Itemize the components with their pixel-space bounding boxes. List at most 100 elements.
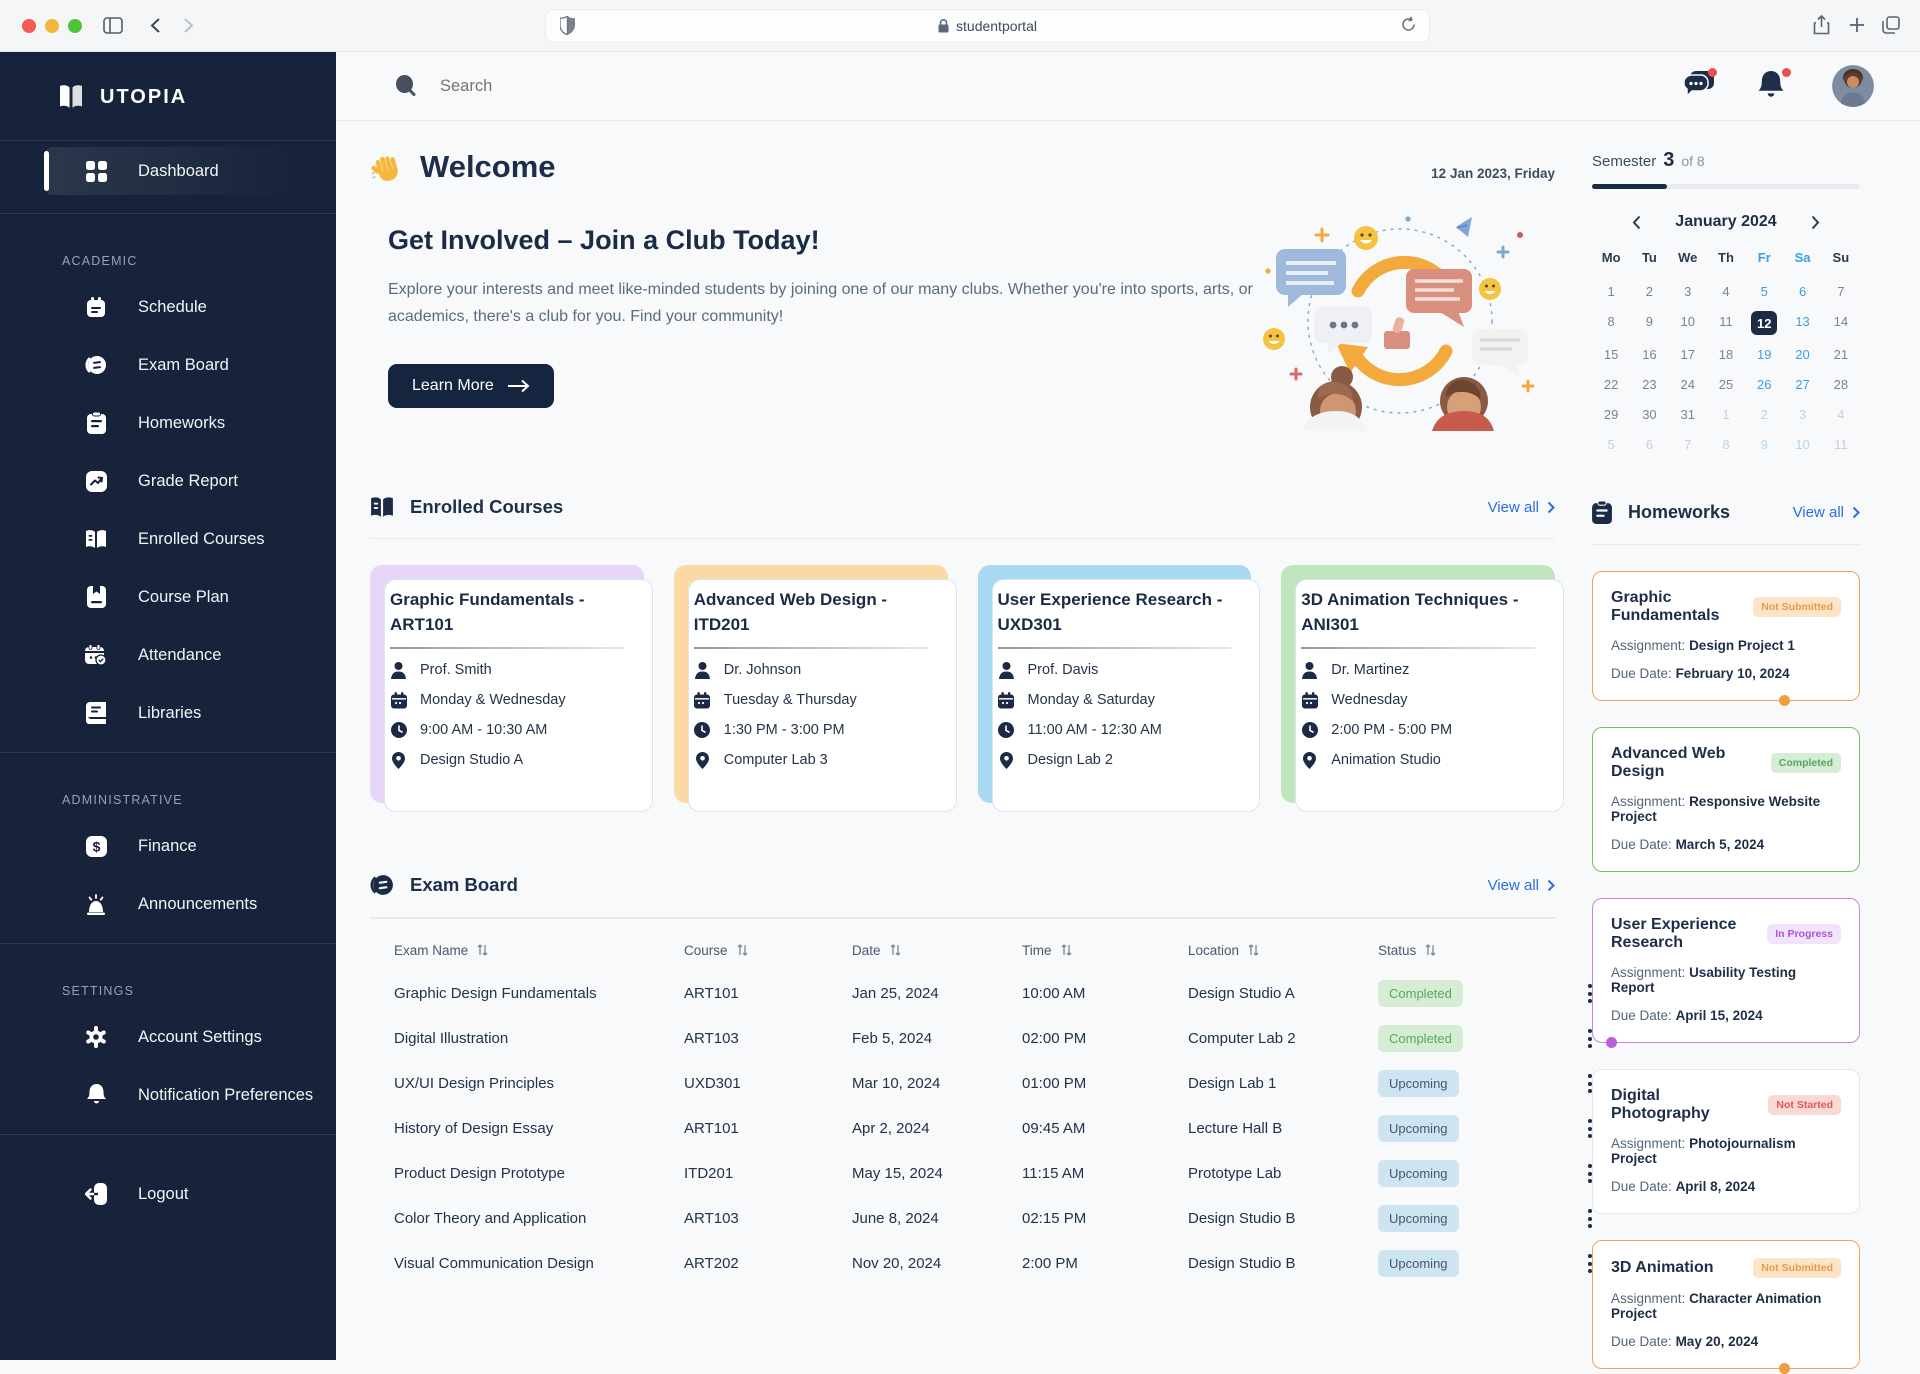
- calendar-day[interactable]: 5: [1760, 284, 1768, 299]
- calendar-day[interactable]: 14: [1833, 314, 1849, 329]
- calendar-day[interactable]: 7: [1837, 284, 1845, 299]
- calendar-day[interactable]: 7: [1684, 437, 1692, 452]
- calendar-day[interactable]: 13: [1795, 314, 1810, 329]
- row-menu-icon[interactable]: [1580, 984, 1600, 1003]
- sort-course[interactable]: Course: [684, 943, 852, 958]
- sidebar-item-announcements[interactable]: Announcements: [0, 875, 336, 933]
- calendar-day[interactable]: 6: [1798, 284, 1807, 299]
- calendar-day[interactable]: 9: [1760, 437, 1768, 452]
- calendar-day[interactable]: 10: [1680, 314, 1695, 329]
- homework-card[interactable]: Digital Photography Not Started Assignmen…: [1592, 1069, 1860, 1214]
- homework-card[interactable]: 3D Animation Not Submitted Assignment: Ch…: [1592, 1240, 1860, 1374]
- sort-location[interactable]: Location: [1188, 943, 1378, 958]
- calendar-day[interactable]: 17: [1680, 347, 1695, 362]
- calendar-day[interactable]: 16: [1642, 347, 1657, 362]
- calendar-day[interactable]: 9: [1645, 314, 1654, 329]
- sort-exam-name[interactable]: Exam Name: [394, 943, 684, 958]
- homework-card[interactable]: Graphic Fundamentals Not Submitted Assign…: [1592, 571, 1860, 706]
- calendar-day[interactable]: 10: [1795, 437, 1810, 452]
- address-bar[interactable]: studentportal: [545, 9, 1430, 43]
- view-all-courses-link[interactable]: View all: [1488, 499, 1555, 516]
- course-card[interactable]: 3D Animation Techniques - ANI301 Dr. Mar…: [1281, 565, 1564, 812]
- row-menu-icon[interactable]: [1580, 1209, 1600, 1228]
- calendar-day[interactable]: 6: [1645, 437, 1654, 452]
- calendar-day[interactable]: 19: [1757, 347, 1772, 362]
- course-card[interactable]: Advanced Web Design - ITD201 Dr. Johnson…: [673, 565, 957, 812]
- sidebar-item-exam-board[interactable]: Exam Board: [0, 336, 336, 394]
- learn-more-button[interactable]: Learn More: [388, 364, 554, 408]
- row-menu-icon[interactable]: [1580, 1254, 1600, 1273]
- user-avatar[interactable]: [1832, 65, 1874, 107]
- tab-overview-icon[interactable]: [1878, 12, 1904, 38]
- back-icon[interactable]: [142, 12, 168, 38]
- course-card[interactable]: User Experience Research - UXD301 Prof. …: [977, 565, 1260, 812]
- calendar-next-icon[interactable]: [1811, 215, 1820, 230]
- row-menu-icon[interactable]: [1580, 1119, 1600, 1138]
- toggle-sidebar-icon[interactable]: [100, 12, 126, 38]
- sort-time[interactable]: Time: [1022, 943, 1188, 958]
- calendar-day[interactable]: 1: [1722, 407, 1730, 422]
- calendar-day[interactable]: 5: [1607, 437, 1615, 452]
- calendar-day[interactable]: 29: [1603, 407, 1619, 422]
- sidebar-item-dashboard[interactable]: Dashboard: [44, 147, 300, 195]
- sidebar-item-finance[interactable]: $ Finance: [0, 817, 336, 875]
- calendar-day[interactable]: 2: [1760, 407, 1768, 422]
- calendar-day[interactable]: 27: [1795, 377, 1810, 392]
- calendar-day[interactable]: 23: [1642, 377, 1657, 392]
- row-menu-icon[interactable]: [1580, 1029, 1600, 1048]
- row-menu-icon[interactable]: [1580, 1074, 1600, 1093]
- new-tab-icon[interactable]: [1844, 12, 1870, 38]
- share-icon[interactable]: [1808, 12, 1834, 38]
- homework-card[interactable]: Advanced Web Design Completed Assignment:…: [1592, 727, 1860, 872]
- sidebar-item-homeworks[interactable]: Homeworks: [0, 394, 336, 452]
- calendar-day[interactable]: 1: [1607, 284, 1615, 299]
- sidebar-item-account-settings[interactable]: Account Settings: [0, 1008, 336, 1066]
- sidebar-item-logout[interactable]: Logout: [0, 1165, 336, 1223]
- calendar-day[interactable]: 24: [1680, 377, 1695, 392]
- calendar-day[interactable]: 18: [1718, 347, 1734, 362]
- sidebar-item-enrolled-courses[interactable]: Enrolled Courses: [0, 510, 336, 568]
- sidebar-item-course-plan[interactable]: Course Plan: [0, 568, 336, 626]
- calendar-day[interactable]: 2: [1645, 284, 1654, 299]
- sidebar-item-attendance[interactable]: Attendance: [0, 626, 336, 684]
- calendar-day[interactable]: 28: [1833, 377, 1849, 392]
- calendar-day[interactable]: 3: [1684, 284, 1692, 299]
- calendar-day[interactable]: 30: [1642, 407, 1657, 422]
- row-menu-icon[interactable]: [1580, 1164, 1600, 1183]
- search-input[interactable]: [440, 76, 860, 96]
- calendar-day[interactable]: 4: [1722, 284, 1730, 299]
- calendar-day[interactable]: 20: [1795, 347, 1810, 362]
- close-window-button[interactable]: [22, 19, 36, 33]
- calendar-day[interactable]: 4: [1837, 407, 1845, 422]
- sort-date[interactable]: Date: [852, 943, 1022, 958]
- calendar-day[interactable]: 22: [1603, 377, 1619, 392]
- calendar-day[interactable]: 8: [1722, 437, 1730, 452]
- homework-card[interactable]: User Experience Research In Progress Assi…: [1592, 898, 1860, 1048]
- sidebar-item-schedule[interactable]: Schedule: [0, 278, 336, 336]
- sidebar-item-grade-report[interactable]: Grade Report: [0, 452, 336, 510]
- view-all-homeworks-link[interactable]: View all: [1793, 504, 1860, 521]
- zoom-window-button[interactable]: [68, 19, 82, 33]
- calendar-day[interactable]: 26: [1757, 377, 1772, 392]
- calendar-day[interactable]: 11: [1719, 314, 1733, 329]
- privacy-shield-icon[interactable]: [559, 14, 575, 38]
- calendar-day[interactable]: 11: [1834, 437, 1848, 452]
- sidebar-item-libraries[interactable]: Libraries: [0, 684, 336, 742]
- calendar-day[interactable]: 8: [1607, 314, 1615, 329]
- sidebar-item-notification-preferences[interactable]: Notification Preferences: [0, 1066, 336, 1124]
- calendar-day[interactable]: 21: [1833, 347, 1849, 362]
- calendar-day-selected[interactable]: 12: [1751, 311, 1778, 335]
- calendar-day[interactable]: 31: [1680, 407, 1695, 422]
- course-card[interactable]: Graphic Fundamentals - ART101 Prof. Smit…: [370, 565, 653, 812]
- sort-status[interactable]: Status: [1378, 943, 1518, 958]
- calendar-prev-icon[interactable]: [1632, 215, 1641, 230]
- minimize-window-button[interactable]: [45, 19, 59, 33]
- view-all-exams-link[interactable]: View all: [1488, 877, 1555, 894]
- notifications-bell-icon[interactable]: [1758, 68, 1791, 101]
- forward-icon[interactable]: [175, 12, 201, 38]
- messages-icon[interactable]: [1683, 68, 1717, 101]
- calendar-day[interactable]: 3: [1798, 407, 1807, 422]
- calendar-day[interactable]: 15: [1603, 347, 1619, 362]
- reload-icon[interactable]: [1400, 16, 1417, 36]
- calendar-day[interactable]: 25: [1718, 377, 1734, 392]
